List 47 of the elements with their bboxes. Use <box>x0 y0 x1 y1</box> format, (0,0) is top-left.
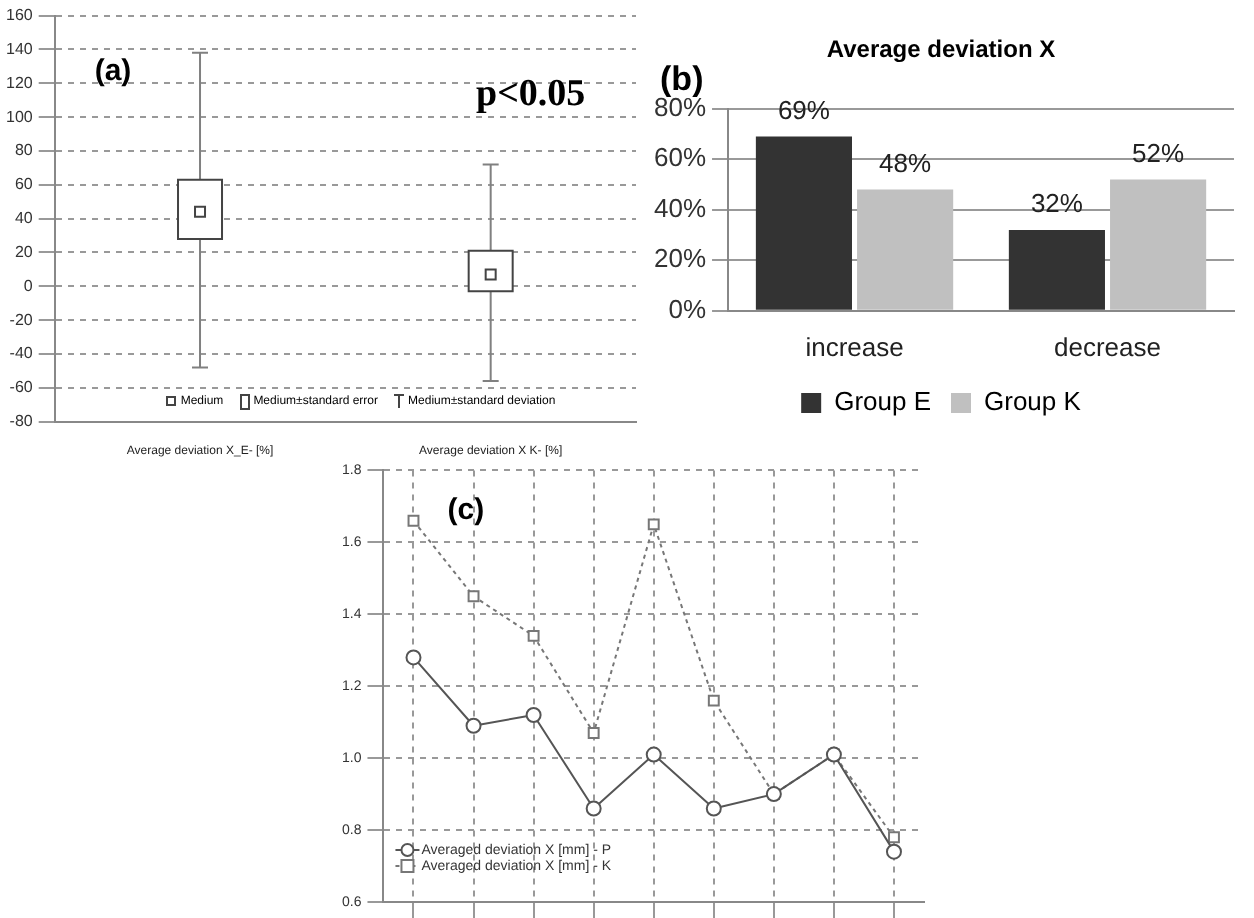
point <box>407 514 420 527</box>
y-tick-label: 160 <box>5 6 34 25</box>
point <box>405 649 422 666</box>
data-label: 52% <box>1132 137 1185 168</box>
bar <box>857 189 954 310</box>
y-tick-label: 120 <box>5 73 34 92</box>
legend-label: Group E <box>834 386 932 417</box>
point <box>585 800 602 817</box>
point <box>885 843 902 860</box>
annotation: p<0.05 <box>476 73 586 116</box>
y-tick-label: 100 <box>5 107 34 126</box>
point <box>525 706 542 723</box>
y-tick-label: 20 <box>14 242 34 261</box>
y-tick-label: 20% <box>653 243 707 274</box>
y-tick-label: -40 <box>9 344 34 363</box>
bar <box>755 136 852 310</box>
y-tick-label: 40% <box>653 192 707 223</box>
y-tick-label: 80 <box>14 141 34 160</box>
y-tick-label: -80 <box>9 412 34 431</box>
point <box>888 831 900 844</box>
y-tick-label: -60 <box>9 378 34 397</box>
data-label: 32% <box>1030 188 1084 219</box>
y-tick-label: 140 <box>5 39 34 58</box>
point <box>465 717 482 734</box>
chart-title: Average deviation X <box>826 35 1056 64</box>
point <box>467 590 480 603</box>
point <box>587 727 600 739</box>
point <box>645 746 662 763</box>
point <box>647 518 660 531</box>
x-tick-label: increase <box>805 331 904 362</box>
point <box>527 629 540 642</box>
x-tick-label: decrease <box>1054 331 1161 362</box>
y-tick-label: 60 <box>14 175 34 194</box>
point <box>707 694 720 707</box>
y-tick-label: -20 <box>9 310 34 329</box>
point <box>705 800 722 817</box>
y-tick-label: 0% <box>668 293 707 324</box>
bar <box>1110 179 1207 310</box>
annotation: (c) <box>447 492 485 527</box>
y-tick-label: 0 <box>23 276 34 295</box>
y-tick-label: 60% <box>653 142 707 173</box>
bar <box>1008 230 1105 310</box>
data-label: 69% <box>777 94 831 125</box>
legend-label: Group K <box>984 386 1082 417</box>
annotation: (a) <box>94 53 132 88</box>
y-tick-label: 40 <box>14 209 34 228</box>
data-label: 48% <box>879 147 933 178</box>
